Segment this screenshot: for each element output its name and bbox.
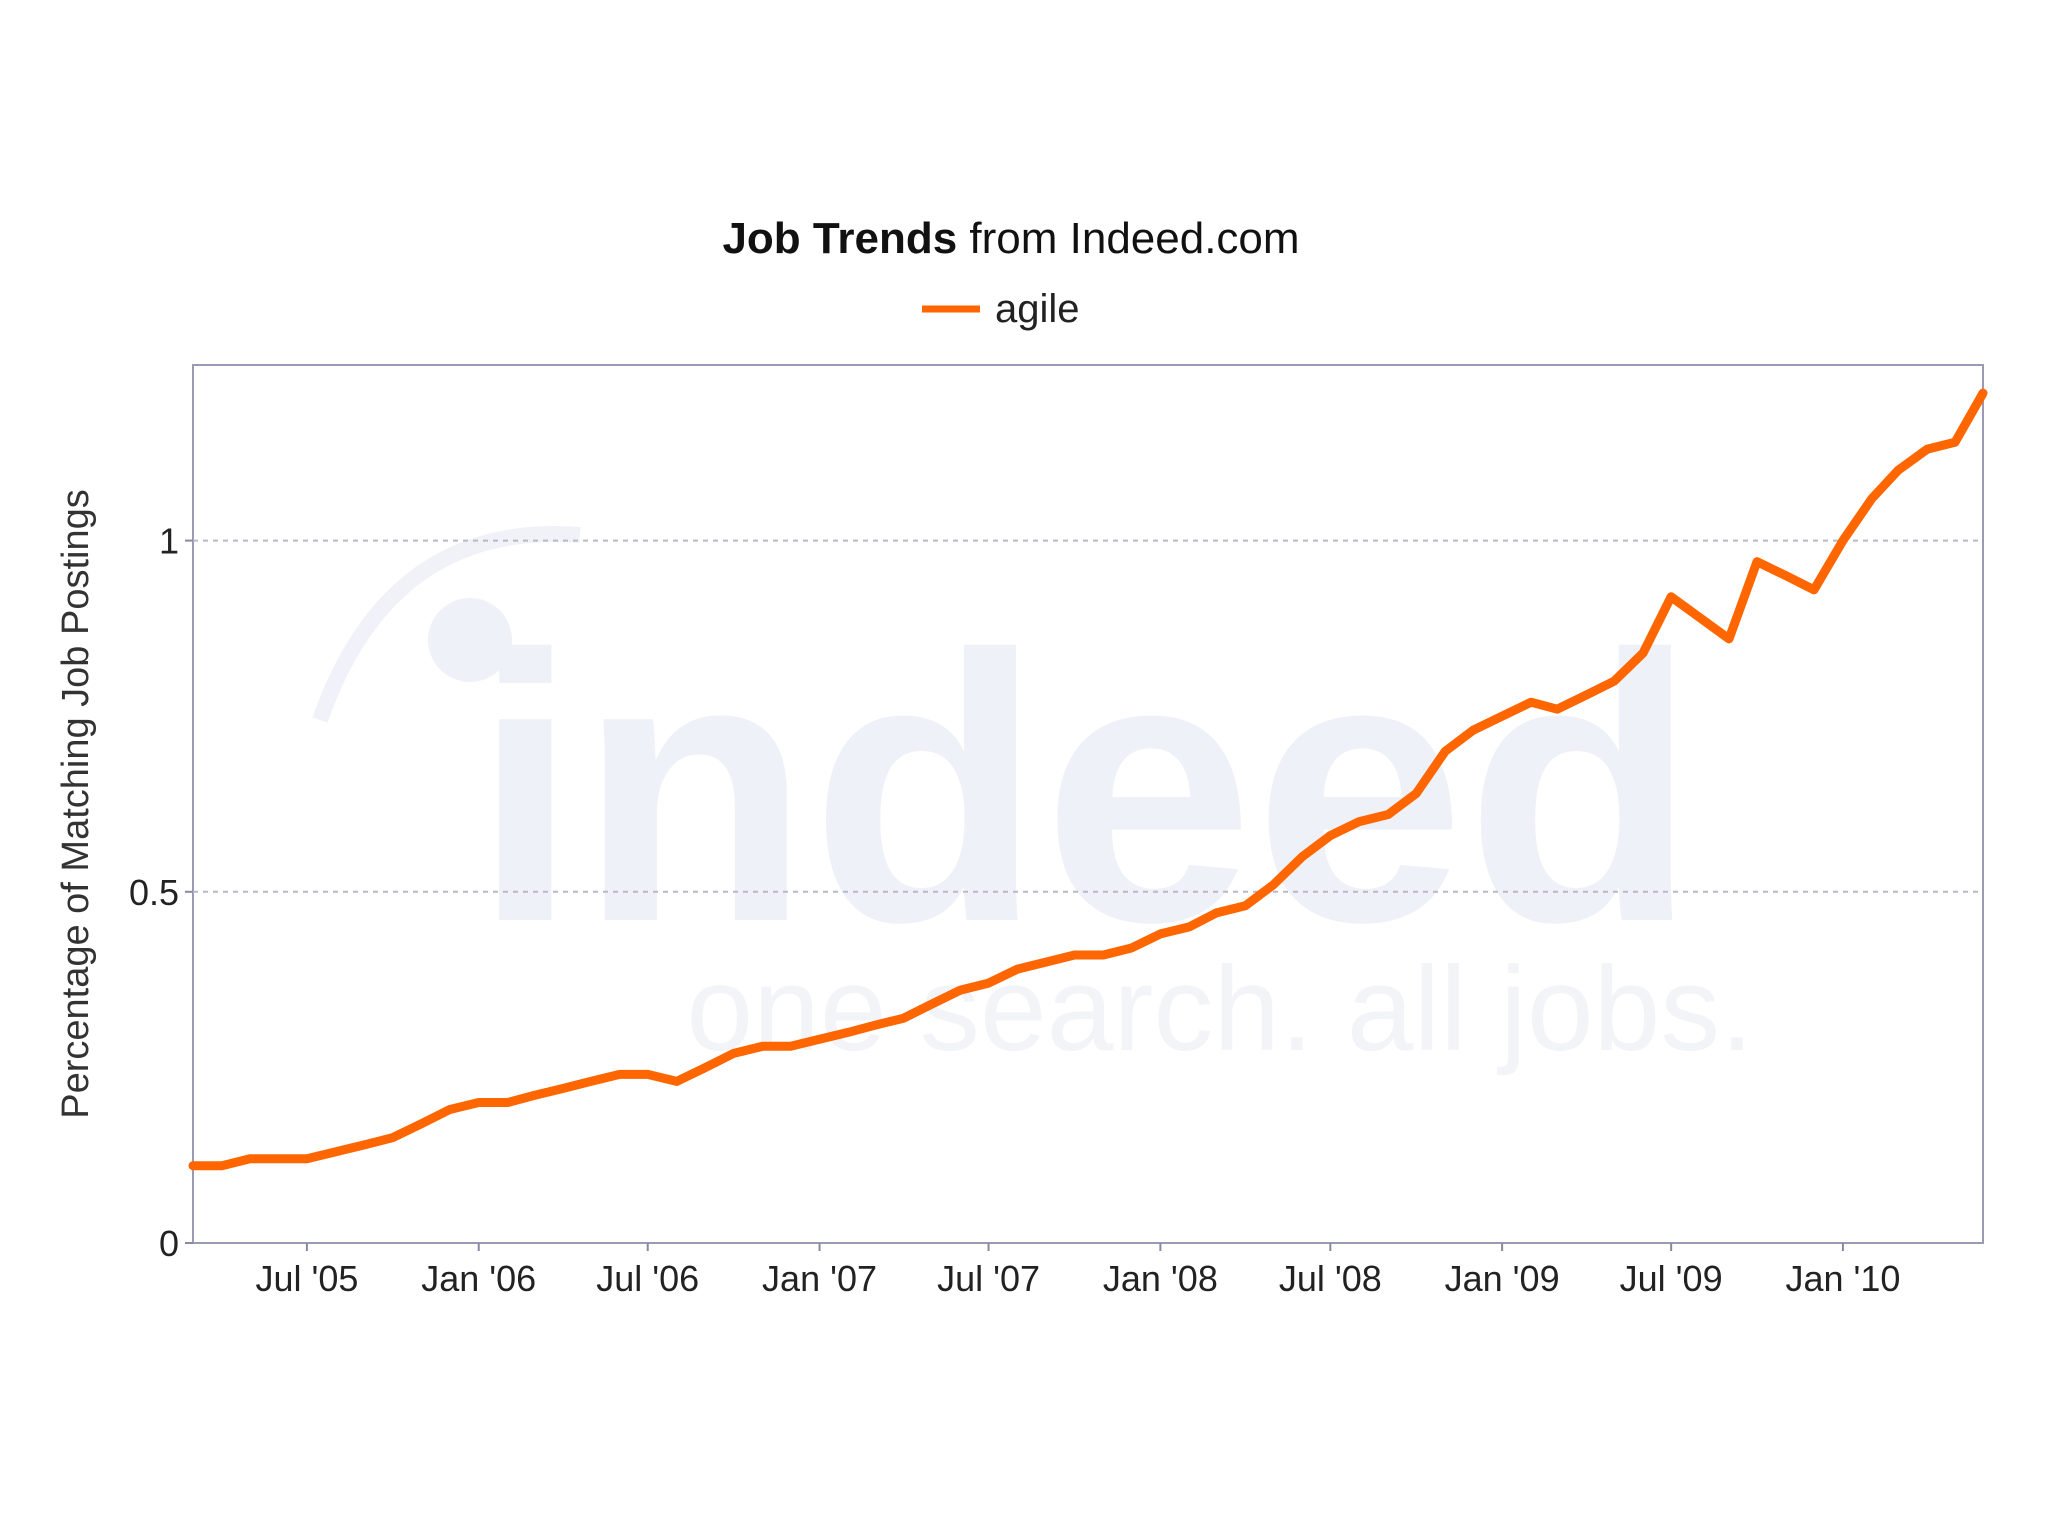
data-point — [1584, 693, 1588, 697]
x-tick-label: Jul '07 — [937, 1258, 1040, 1299]
chart-title: Job Trends from Indeed.com — [722, 214, 1299, 263]
data-point — [818, 1037, 822, 1041]
data-point — [902, 1016, 906, 1020]
data-point — [1896, 468, 1900, 472]
svg-text:one search. all jobs.: one search. all jobs. — [686, 942, 1753, 1076]
data-point — [391, 1136, 395, 1140]
x-tick-label: Jul '06 — [596, 1258, 699, 1299]
y-tick-label: 1 — [159, 521, 179, 562]
chart-title-rest: from Indeed.com — [957, 214, 1299, 263]
data-point — [1016, 967, 1020, 971]
data-point — [987, 981, 991, 985]
data-point — [1129, 946, 1133, 950]
data-point — [1555, 707, 1559, 711]
data-point — [1841, 539, 1845, 543]
data-point — [477, 1101, 481, 1105]
y-tick-label: 0.5 — [129, 872, 179, 913]
data-point — [1727, 637, 1731, 641]
data-point — [1471, 728, 1475, 732]
data-point — [1812, 588, 1816, 592]
svg-text:indeed: indeed — [473, 576, 1698, 1001]
x-tick-label: Jul '08 — [1279, 1258, 1382, 1299]
data-point — [589, 1079, 593, 1083]
data-point — [1612, 679, 1616, 683]
x-tick-label: Jan '09 — [1445, 1258, 1560, 1299]
data-point — [618, 1072, 622, 1076]
legend: agile — [922, 287, 1080, 331]
data-point — [191, 1164, 195, 1168]
x-tick-label: Jan '08 — [1103, 1258, 1218, 1299]
x-tick-label: Jul '05 — [255, 1258, 358, 1299]
data-point — [789, 1044, 793, 1048]
series-layer — [188, 388, 1988, 1171]
data-point — [448, 1108, 452, 1112]
data-point — [675, 1079, 679, 1083]
data-point — [1641, 651, 1645, 655]
data-point — [930, 1002, 934, 1006]
data-point — [334, 1150, 338, 1154]
data-point — [420, 1122, 424, 1126]
data-point — [1214, 911, 1218, 915]
data-point — [846, 1030, 850, 1034]
data-point — [1072, 953, 1076, 957]
data-point — [561, 1086, 565, 1090]
y-axis: 00.51 — [129, 521, 193, 1264]
data-point — [704, 1065, 708, 1069]
data-point — [532, 1093, 536, 1097]
data-point — [1870, 496, 1874, 500]
data-point — [363, 1143, 367, 1147]
data-point — [1243, 904, 1247, 908]
data-point — [1328, 834, 1332, 838]
data-point — [959, 988, 963, 992]
data-point — [305, 1157, 309, 1161]
data-point — [1414, 791, 1418, 795]
x-tick-label: Jan '06 — [421, 1258, 536, 1299]
data-point — [646, 1072, 650, 1076]
legend-label-agile: agile — [995, 287, 1080, 331]
data-point — [873, 1023, 877, 1027]
data-point — [1953, 440, 1957, 444]
data-point — [506, 1101, 510, 1105]
x-tick-label: Jan '10 — [1785, 1258, 1900, 1299]
data-point — [761, 1044, 765, 1048]
data-point — [248, 1157, 252, 1161]
data-point — [1981, 391, 1985, 395]
data-point — [1669, 595, 1673, 599]
data-point — [1101, 953, 1105, 957]
x-tick-label: Jan '07 — [762, 1258, 877, 1299]
x-axis: Jul '05 Jan '06 Jul '06 Jan '07 Jul '07 Jan '… — [255, 1243, 1900, 1299]
data-point — [1158, 932, 1162, 936]
data-point — [1925, 447, 1929, 451]
data-point — [1386, 813, 1390, 817]
data-point — [1044, 960, 1048, 964]
data-point — [277, 1157, 281, 1161]
plot-area — [192, 364, 1984, 1244]
gridlines — [193, 539, 1983, 893]
data-point — [1698, 616, 1702, 620]
indeed-watermark: indeed one search. all jobs. — [312, 526, 1754, 1076]
data-point — [1443, 749, 1447, 753]
data-point — [1187, 925, 1191, 929]
data-point — [1755, 560, 1759, 564]
data-point — [1500, 714, 1504, 718]
y-tick-label: 0 — [159, 1223, 179, 1264]
x-tick-label: Jul '09 — [1620, 1258, 1723, 1299]
y-axis-label: Percentage of Matching Job Postings — [55, 489, 97, 1119]
data-point — [1784, 574, 1788, 578]
data-point — [1529, 700, 1533, 704]
series-line-agile — [188, 388, 1988, 1171]
data-point — [220, 1164, 224, 1168]
data-point — [732, 1051, 736, 1055]
data-point — [1357, 820, 1361, 824]
data-point — [1271, 883, 1275, 887]
chart-title-bold: Job Trends — [722, 214, 957, 263]
data-point — [1300, 855, 1304, 859]
